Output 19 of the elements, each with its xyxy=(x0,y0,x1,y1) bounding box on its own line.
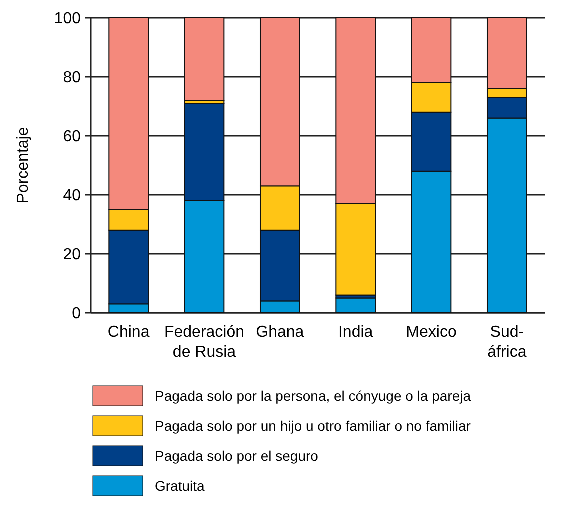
x-tick-label: Sud- áfrica xyxy=(488,324,527,361)
bar xyxy=(184,18,225,102)
x-tick-label: China xyxy=(108,324,150,341)
legend-label: Pagada solo por el seguro xyxy=(155,448,319,464)
y-tick-label: 60 xyxy=(63,128,82,146)
x-tick-label: Mexico xyxy=(406,324,457,341)
bar xyxy=(336,298,376,314)
y-axis-title: Porcentaje xyxy=(15,127,32,204)
legend-label: Gratuita xyxy=(155,478,206,494)
y-tick-label: 20 xyxy=(63,246,82,264)
x-tick-label: Ghana xyxy=(256,324,304,341)
y-tick-label: 100 xyxy=(54,10,82,28)
y-tick-label: 0 xyxy=(72,306,82,323)
x-tick-label: Federación de Rusia xyxy=(164,324,245,361)
legend-label: Pagada solo por un hijo u otro familiar o no familiar xyxy=(155,418,472,434)
x-tick-label: India xyxy=(338,324,374,341)
y-tick-label: 80 xyxy=(63,70,82,87)
y-tick-label: 40 xyxy=(63,188,82,205)
legend-label: Pagada solo por la persona, el cónyuge o la pareja xyxy=(155,388,472,404)
